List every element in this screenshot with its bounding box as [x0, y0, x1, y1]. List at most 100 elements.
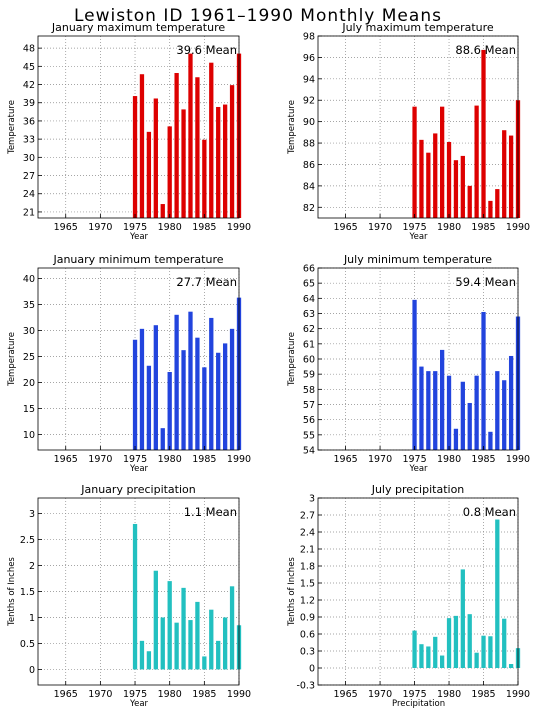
bar-1976 [139, 74, 145, 218]
bar-1981 [453, 428, 459, 450]
mean-label: 27.7 Mean [176, 275, 237, 289]
bar-1985 [202, 656, 207, 670]
bar-1981 [453, 160, 459, 218]
bar-1982 [181, 109, 186, 218]
bar-1988 [502, 130, 507, 218]
y-tick-label: 60 [303, 355, 315, 366]
chart-panel-3: January minimum temperature 10 15 20 25 30 35 4… [7, 253, 251, 474]
bar-1987 [216, 106, 221, 218]
y-tick-label: 86 [303, 160, 315, 171]
bar-1975 [412, 299, 417, 450]
y-tick-label: 2.1 [300, 545, 315, 556]
bar-1975 [132, 96, 138, 218]
y-tick-label: 90 [303, 117, 315, 128]
bar-1981 [174, 73, 179, 218]
bar-1980 [446, 141, 452, 218]
chart-title: January precipitation [80, 483, 196, 496]
y-tick-label: 2.4 [300, 528, 315, 539]
x-tick-label: 1975 [402, 454, 426, 465]
bar-1976 [139, 640, 145, 670]
y-tick-label: 2.5 [20, 535, 35, 546]
x-tick-label: 1980 [158, 222, 182, 233]
bar-1989 [508, 355, 514, 450]
bar-1979 [440, 106, 445, 218]
bar-1980 [446, 618, 452, 668]
bar-1983 [467, 614, 472, 668]
y-tick-label: 10 [23, 430, 35, 441]
x-tick-label: 1990 [506, 454, 530, 465]
bar-1976 [419, 139, 424, 218]
y-tick-label: 1 [29, 613, 35, 624]
x-axis-label: Year [409, 464, 429, 474]
y-tick-label: 55 [303, 430, 315, 441]
x-axis-label: Year [409, 232, 429, 242]
y-tick-label: 1.8 [300, 562, 315, 573]
x-axis-label: Year [129, 232, 149, 242]
mean-label: 39.6 Mean [176, 43, 237, 57]
x-tick-label: 1965 [333, 222, 357, 233]
y-tick-label: 48 [23, 44, 35, 55]
bar-1983 [188, 311, 193, 450]
y-tick-label: 3 [309, 494, 315, 505]
y-tick-label: 0 [309, 664, 315, 675]
y-tick-label: 20 [23, 378, 35, 389]
bar-1985 [481, 49, 486, 218]
y-tick-label: 88 [303, 139, 315, 150]
y-tick-label: 3 [29, 509, 35, 520]
chart-panel-6: July precipitation -0.3 0 0.3 0.6 0.9 1.2 1.5 1.… [287, 483, 530, 709]
x-tick-label: 1985 [471, 689, 495, 700]
bar-1982 [460, 155, 465, 218]
y-axis-label: Tenths of Inches [7, 557, 17, 627]
bar-1979 [440, 349, 445, 450]
x-tick-label: 1975 [123, 689, 147, 700]
y-tick-label: 33 [23, 135, 35, 146]
y-tick-label: 21 [23, 207, 35, 218]
bar-1985 [202, 139, 207, 218]
y-tick-label: 0.3 [300, 647, 315, 658]
bar-1984 [195, 77, 200, 219]
y-axis-label: Tenths of Inches [287, 557, 297, 627]
bar-1979 [160, 204, 165, 218]
plot-frame [317, 497, 519, 686]
x-tick-label: 1965 [54, 454, 78, 465]
x-tick-label: 1990 [227, 689, 251, 700]
y-tick-label: 62 [303, 324, 315, 335]
x-tick-label: 1980 [158, 454, 182, 465]
bar-1982 [460, 569, 465, 668]
mean-label: 1.1 Mean [184, 505, 237, 519]
y-tick-label: 61 [303, 339, 315, 350]
y-tick-label: 27 [23, 171, 35, 182]
bar-1976 [419, 644, 424, 668]
bar-1987 [216, 640, 221, 670]
x-tick-label: 1980 [437, 454, 461, 465]
x-tick-label: 1970 [88, 222, 112, 233]
y-tick-label: 56 [303, 415, 315, 426]
bar-1986 [209, 317, 214, 450]
plot-frame [37, 35, 240, 219]
y-tick-label: 1.5 [300, 579, 315, 590]
bar-1988 [222, 617, 228, 670]
y-tick-label: 0 [29, 665, 35, 676]
bar-1987 [495, 519, 500, 668]
x-tick-label: 1970 [368, 689, 392, 700]
bar-1975 [412, 106, 417, 218]
bar-1979 [160, 428, 165, 450]
bar-1982 [460, 381, 465, 450]
x-tick-label: 1985 [192, 222, 216, 233]
bar-1989 [508, 664, 514, 668]
mean-label: 59.4 Mean [455, 275, 516, 289]
bar-1975 [132, 339, 138, 450]
x-tick-label: 1985 [471, 222, 495, 233]
x-tick-label: 1985 [192, 689, 216, 700]
x-tick-label: 1965 [333, 454, 357, 465]
x-tick-label: 1970 [368, 222, 392, 233]
bar-1977 [426, 646, 431, 668]
x-tick-label: 1980 [437, 689, 461, 700]
chart-title: July maximum temperature [341, 21, 494, 34]
bar-1980 [167, 372, 172, 450]
bar-1989 [229, 586, 235, 670]
bar-1989 [508, 135, 514, 218]
bar-1989 [229, 85, 235, 218]
y-tick-label: 35 [23, 300, 35, 311]
